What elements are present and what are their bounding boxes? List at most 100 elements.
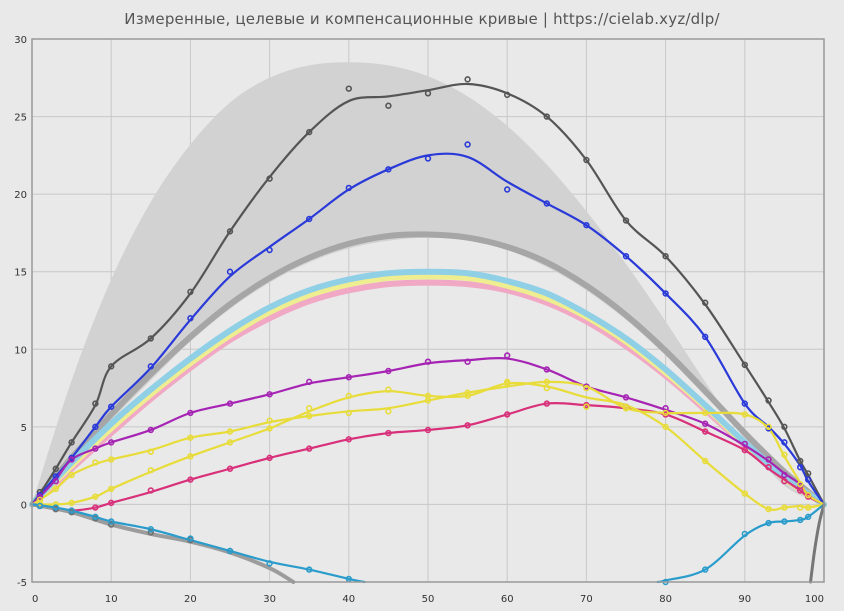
data-point [68, 471, 75, 479]
data-point [504, 186, 511, 193]
data-point [583, 384, 590, 392]
data-point [765, 463, 772, 471]
data-point [385, 408, 392, 415]
x-tick-label: 50 [422, 594, 435, 605]
data-point [464, 76, 471, 83]
data-point [266, 391, 273, 398]
data-point [701, 299, 709, 306]
data-point [583, 156, 590, 164]
x-tick-label: 0 [32, 594, 38, 605]
y-tick-label: 15 [14, 268, 27, 279]
data-point [147, 363, 155, 370]
data-point [306, 378, 313, 386]
data-point [306, 445, 313, 452]
data-point [187, 434, 194, 441]
data-point [147, 487, 155, 494]
series-layer [29, 82, 827, 584]
data-point [385, 166, 392, 173]
series-line [30, 380, 826, 506]
data-point [147, 529, 155, 536]
data-point [187, 288, 194, 296]
data-point [68, 439, 75, 446]
tick-layer: 0 10 20 30 40 50 60 70 80 90 100 -5 0 5 10 15 20 25 30 [14, 35, 824, 605]
data-point [92, 493, 99, 500]
x-tick-label: 80 [659, 594, 672, 605]
data-point [306, 128, 313, 136]
data-point [583, 221, 590, 229]
data-point [424, 155, 432, 162]
data-point [701, 566, 709, 573]
data-point [765, 519, 772, 527]
y-tick-label: -5 [17, 578, 27, 589]
data-point [385, 386, 392, 393]
y-tick-label: 25 [14, 113, 27, 124]
data-point [226, 400, 234, 407]
data-point [385, 102, 392, 109]
x-tick-label: 70 [580, 594, 593, 605]
data-point [92, 459, 99, 466]
data-point [107, 403, 115, 410]
data-point [662, 423, 669, 431]
marker-layer [36, 76, 812, 586]
data-point [765, 423, 772, 431]
data-point [804, 470, 812, 477]
data-point [306, 405, 313, 412]
data-point [464, 358, 471, 365]
data-point [701, 420, 709, 427]
data-point [52, 477, 59, 485]
y-tick-label: 10 [14, 345, 27, 356]
series-line [809, 502, 826, 584]
data-point [92, 423, 99, 431]
data-point [781, 518, 788, 525]
data-point [306, 566, 313, 573]
data-point [781, 451, 788, 458]
data-point [543, 378, 550, 386]
data-point [504, 91, 511, 99]
data-point [583, 403, 590, 410]
data-point [107, 363, 115, 370]
y-tick-label: 5 [21, 423, 27, 434]
data-point [266, 246, 273, 254]
data-point [226, 465, 234, 472]
x-tick-label: 40 [342, 594, 355, 605]
y-tick-label: 30 [14, 35, 27, 46]
x-tick-label: 90 [738, 594, 751, 605]
data-point [797, 481, 804, 488]
data-point [52, 485, 59, 493]
data-point [765, 397, 772, 404]
data-point [385, 367, 392, 375]
data-point [504, 411, 511, 418]
data-point [385, 429, 392, 437]
data-point [464, 392, 471, 400]
data-point [187, 453, 194, 460]
data-point [804, 504, 812, 511]
data-point [543, 384, 550, 392]
data-point [741, 490, 748, 497]
data-point [543, 400, 550, 407]
data-point [464, 422, 471, 429]
data-point [797, 516, 804, 524]
data-point [107, 518, 115, 525]
data-point [147, 448, 155, 455]
data-point [781, 471, 788, 479]
data-point [266, 425, 273, 432]
data-point [306, 412, 313, 420]
data-point [701, 333, 709, 341]
data-point [187, 409, 194, 417]
data-point [107, 439, 115, 446]
data-point [147, 526, 155, 533]
data-point [741, 361, 748, 368]
data-point [797, 504, 804, 511]
data-point [92, 504, 99, 511]
x-tick-label: 10 [105, 594, 118, 605]
data-point [622, 403, 630, 410]
data-point [266, 417, 273, 424]
data-point [781, 477, 788, 485]
data-point [504, 352, 511, 359]
data-point [741, 530, 748, 538]
series-line [29, 268, 827, 508]
data-point [543, 200, 550, 207]
data-point [781, 423, 788, 431]
data-point [306, 215, 313, 223]
data-point [187, 476, 194, 483]
